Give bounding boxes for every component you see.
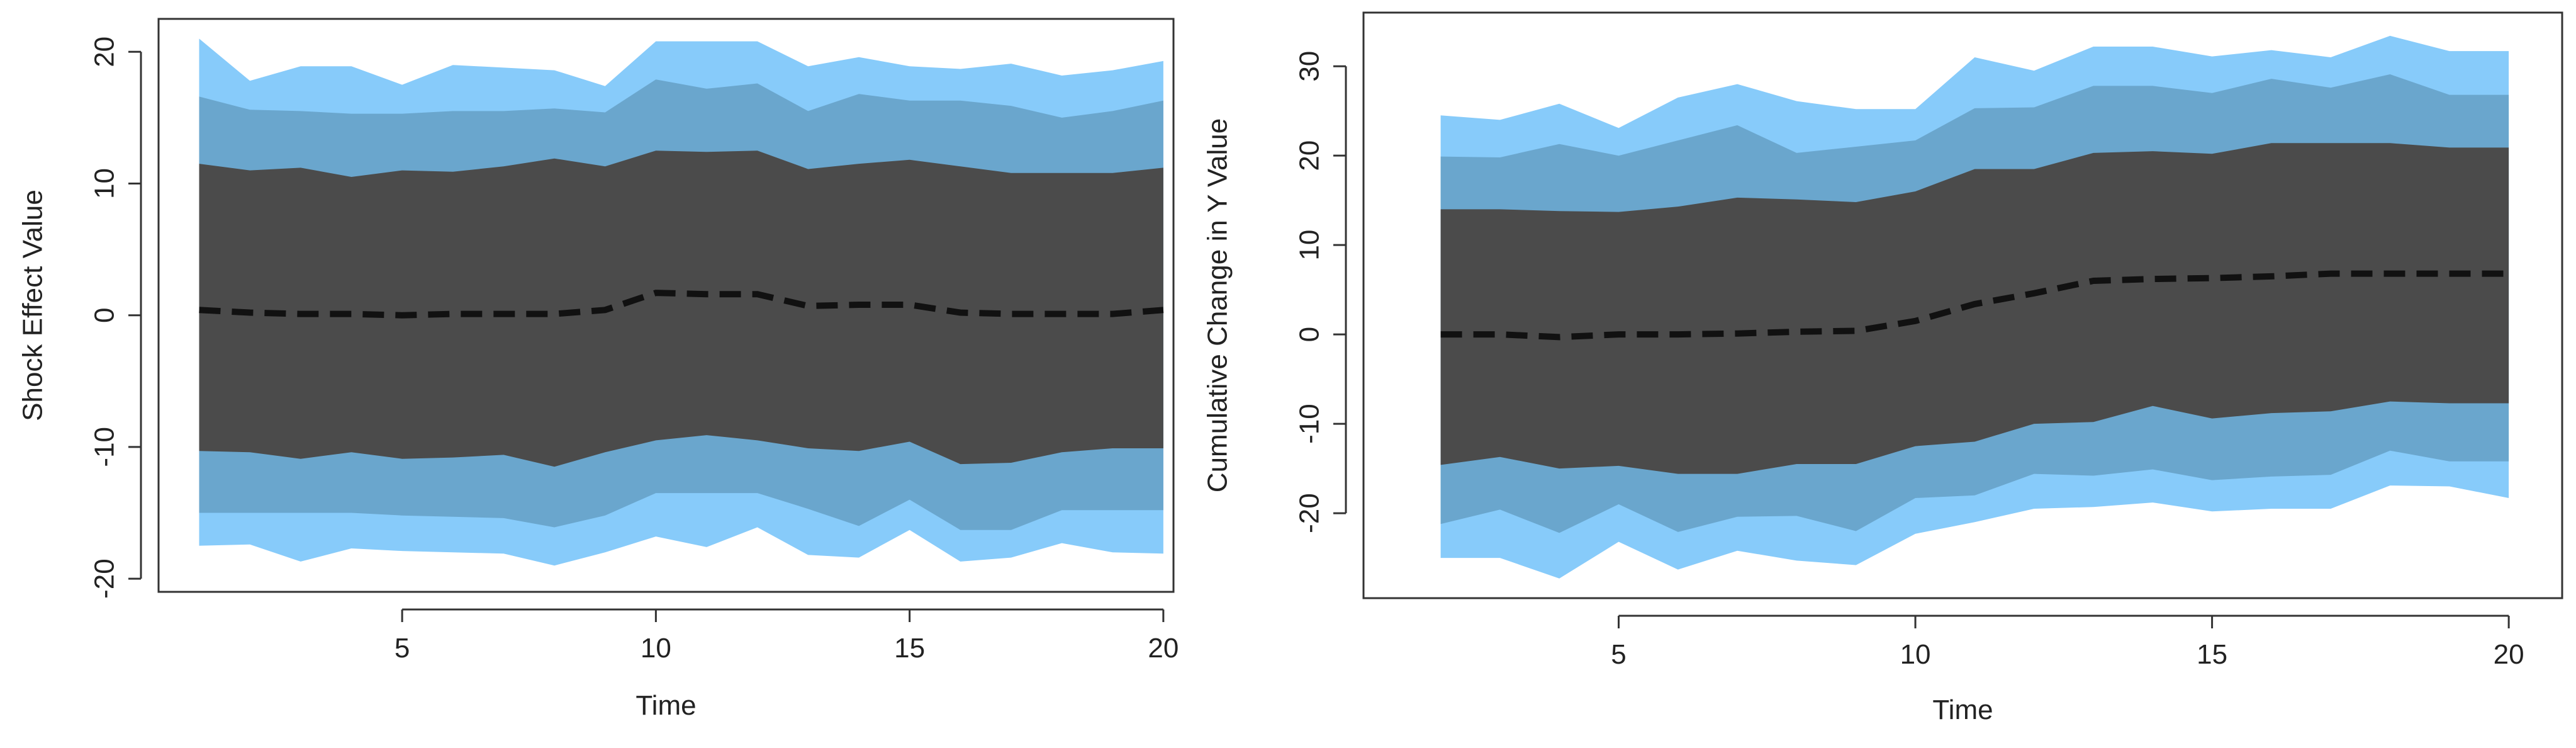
chart-1-x-tick-label: 15	[894, 633, 925, 664]
chart-2: 5 10 15 20 -20 -10 0 10 20 30 Time Cumulative Chang…	[1202, 11, 2563, 725]
chart-2-x-tick-label: 20	[2494, 639, 2524, 670]
chart-1-plot-frame	[157, 18, 1175, 593]
chart-2-y-axis-label: Cumulative Change in Y Value	[1202, 118, 1233, 492]
chart-1-y-axis-label: Shock Effect Value	[18, 190, 48, 421]
chart-2-median-line	[1440, 270, 2509, 341]
chart-1-x-tick-label: 20	[1148, 633, 1179, 664]
chart-2-x-tick-label: 5	[1611, 639, 1626, 670]
chart-2-y-tick-label: -20	[1294, 493, 1325, 533]
chart-2-plot-frame	[1362, 11, 2563, 599]
chart-1-y-tick-label: 0	[89, 307, 120, 322]
chart-1: 5 10 15 20 -20 -10 0 10 20 Time Shock Effect Value	[18, 18, 1179, 721]
chart-2-x-tick-label: 10	[1900, 639, 1931, 670]
chart-1-y-tick-label: -20	[89, 558, 120, 599]
chart-1-y-tick-label: -10	[89, 427, 120, 467]
chart-1-x-tick-label: 5	[395, 633, 410, 664]
chart-1-inner-band	[199, 150, 1163, 467]
chart-2-inner-band	[1440, 143, 2509, 474]
chart-1-y-tick-label: 20	[89, 37, 120, 67]
chart-1-x-axis-label: Time	[636, 690, 696, 721]
chart-2-y-tick-label: -10	[1294, 404, 1325, 444]
chart-1-y-tick-label: 10	[89, 168, 120, 199]
chart-2-x-tick-label: 15	[2197, 639, 2227, 670]
chart-2-y-tick-label: 10	[1294, 230, 1325, 261]
chart-2-y-tick-label: 20	[1294, 140, 1325, 171]
chart-2-x-axis-label: Time	[1932, 694, 1993, 725]
chart-2-y-tick-label: 0	[1294, 327, 1325, 342]
chart-2-y-tick-label: 30	[1294, 51, 1325, 82]
chart-1-x-tick-label: 10	[641, 633, 671, 664]
